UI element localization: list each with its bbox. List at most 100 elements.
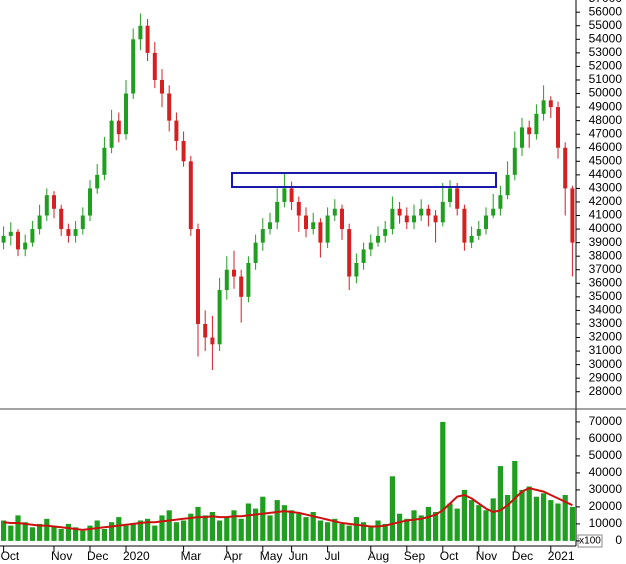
volume-bar: [65, 523, 71, 541]
volume-bar: [418, 515, 424, 541]
volume-bar: [375, 520, 381, 541]
y-tick-label: 40000: [589, 465, 623, 479]
volume-bar: [260, 496, 266, 541]
volume-bar: [217, 520, 223, 541]
y-tick-label: 31000: [589, 343, 623, 357]
volume-bar: [267, 515, 273, 541]
candle-body: [340, 208, 344, 230]
candle-body: [476, 229, 481, 236]
volume-bar: [44, 518, 50, 541]
volume-bar: [58, 529, 64, 541]
candle-body: [570, 188, 575, 243]
candle-body: [541, 100, 546, 114]
candle-body: [520, 127, 524, 148]
volume-bar: [238, 518, 244, 541]
volume-bar: [166, 510, 172, 541]
volume-bar: [202, 515, 208, 541]
unit-label: x100: [579, 536, 601, 547]
volume-bar: [325, 522, 331, 541]
volume-bar: [22, 522, 28, 541]
y-tick-label: 49000: [589, 99, 623, 113]
candle-body: [181, 140, 186, 162]
volume-bar: [433, 512, 439, 541]
candle-body: [484, 215, 488, 230]
candle-body: [433, 215, 438, 223]
x-tick-label: Jul: [325, 549, 340, 563]
volume-bar: [469, 500, 475, 541]
volume-bar: [389, 476, 395, 541]
candle-body: [152, 52, 157, 80]
x-tick-label: Nov: [51, 549, 72, 563]
volume-bar: [519, 489, 525, 541]
candle-body: [462, 208, 467, 243]
volume-bar: [483, 510, 489, 541]
candle-body: [412, 215, 416, 223]
plot: [1, 13, 575, 541]
candle-body: [52, 195, 56, 209]
volume-bar: [562, 495, 568, 541]
y-tick-label: 35000: [589, 289, 623, 303]
y-tick-label: 46000: [589, 140, 623, 154]
y-tick-label: 56000: [589, 4, 623, 18]
y-tick-label: 30000: [589, 357, 623, 371]
candle-body: [174, 120, 179, 141]
volume-bar: [73, 527, 79, 541]
candle-body: [448, 188, 452, 202]
y-tick-label: 53000: [589, 45, 623, 59]
y-tick-label: 38000: [589, 248, 623, 262]
volume-bar: [195, 506, 201, 541]
y-tick-label: 32000: [589, 330, 623, 344]
candle-body: [512, 147, 517, 175]
volume-bar: [231, 510, 237, 541]
volume-bar: [130, 523, 136, 541]
volume-bar: [137, 520, 143, 541]
volume-bar: [368, 527, 374, 541]
x-tick-label: Dec: [512, 549, 533, 563]
y-tick-label: 70000: [589, 414, 623, 428]
x-tick-label: Dec: [87, 549, 108, 563]
x-tick-label: Apr: [224, 549, 243, 563]
highlight-box: [231, 172, 497, 188]
y-tick-label: 39000: [589, 235, 623, 249]
candle-body: [419, 208, 424, 216]
volume-bar: [425, 506, 431, 541]
candle-body: [534, 113, 539, 135]
candle-body: [282, 188, 287, 202]
volume-bar: [37, 523, 43, 541]
volume-bar: [454, 508, 460, 541]
volume-bar: [15, 515, 21, 541]
candle-body: [556, 107, 560, 148]
x-tick-label: 2021: [548, 549, 575, 563]
y-tick-label: 37000: [589, 262, 623, 276]
candle-body: [246, 262, 251, 297]
volume-bar: [245, 503, 251, 541]
y-tick-label: 28000: [589, 384, 623, 398]
candle-body: [426, 208, 431, 216]
candle-body: [311, 222, 316, 230]
volume-bar: [94, 520, 100, 541]
volume-bar: [447, 503, 453, 541]
candle-body: [239, 276, 244, 297]
volume-bar: [382, 523, 388, 541]
volume-bar: [253, 508, 259, 541]
candle-body: [354, 262, 359, 277]
y-tick-label: 50000: [589, 448, 623, 462]
candle-body: [8, 231, 13, 236]
candle-body: [440, 201, 445, 223]
y-tick-label: 0: [615, 533, 622, 547]
volume-bar: [541, 493, 547, 541]
volume-bar: [497, 466, 503, 541]
y-tick-label: 54000: [589, 31, 623, 45]
candle-body: [527, 127, 532, 135]
candle-body: [304, 215, 308, 230]
volume-bar: [361, 522, 367, 541]
candle-body: [318, 222, 323, 243]
volume-bar: [188, 513, 194, 541]
volume-bar: [80, 530, 86, 541]
candle-body: [16, 231, 20, 250]
candle-body: [548, 100, 553, 108]
volume-bar: [533, 496, 539, 541]
candle-body: [80, 215, 85, 230]
y-tick-label: 52000: [589, 59, 623, 73]
candle-body: [455, 188, 460, 209]
